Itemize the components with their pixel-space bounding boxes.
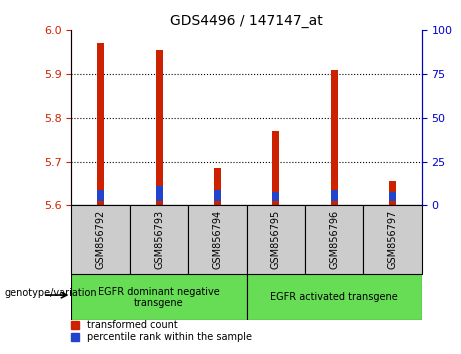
Bar <box>363 205 422 274</box>
Bar <box>97 43 104 205</box>
Text: GSM856794: GSM856794 <box>213 210 223 269</box>
Text: EGFR dominant negative
transgene: EGFR dominant negative transgene <box>98 286 220 308</box>
Bar <box>188 205 247 274</box>
Bar <box>214 168 221 205</box>
Bar <box>272 131 279 205</box>
Bar <box>305 205 363 274</box>
Bar <box>130 205 188 274</box>
Text: GSM856796: GSM856796 <box>329 210 339 269</box>
Bar <box>389 192 396 201</box>
Legend: transformed count, percentile rank within the sample: transformed count, percentile rank withi… <box>71 320 252 342</box>
Bar <box>272 192 279 201</box>
Text: GSM856793: GSM856793 <box>154 210 164 269</box>
Text: GSM856797: GSM856797 <box>388 210 398 269</box>
Bar <box>331 190 338 201</box>
Bar <box>155 50 163 205</box>
Text: genotype/variation: genotype/variation <box>5 288 97 298</box>
Bar <box>389 181 396 205</box>
Bar <box>155 185 163 201</box>
Bar <box>214 190 221 201</box>
Bar <box>331 69 338 205</box>
Bar <box>247 205 305 274</box>
Bar <box>71 205 130 274</box>
Bar <box>247 274 422 320</box>
Title: GDS4496 / 147147_at: GDS4496 / 147147_at <box>170 14 323 28</box>
Text: EGFR activated transgene: EGFR activated transgene <box>270 292 398 302</box>
Bar <box>97 190 104 201</box>
Text: GSM856795: GSM856795 <box>271 210 281 269</box>
Text: GSM856792: GSM856792 <box>95 210 106 269</box>
Bar <box>71 274 247 320</box>
